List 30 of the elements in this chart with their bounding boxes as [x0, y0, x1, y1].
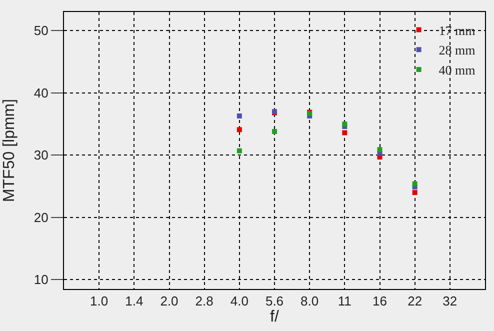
- y-tick-label: 30: [34, 148, 48, 163]
- point: [342, 130, 348, 136]
- point: [342, 122, 348, 127]
- legend-label: 17 mm: [438, 22, 476, 38]
- x-tick-label: 32: [442, 294, 458, 309]
- x-tick-label: 11: [338, 294, 352, 309]
- x-tick-label: 2.0: [160, 294, 178, 309]
- x-tick-label: 1.0: [90, 294, 108, 309]
- legend-label: 28 mm: [438, 42, 476, 58]
- x-tick-label: 16: [372, 294, 387, 309]
- x-tick-label: 5.6: [265, 294, 284, 309]
- x-tick-label: 8.0: [300, 294, 319, 309]
- point: [412, 190, 418, 196]
- y-tick-label: 40: [34, 85, 48, 100]
- x-axis-title: f/: [270, 308, 280, 326]
- point: [236, 113, 242, 118]
- point: [412, 181, 418, 186]
- point: [236, 148, 242, 154]
- point: [377, 147, 382, 152]
- x-tick-label: 2.8: [195, 294, 214, 309]
- x-tick-label: 22: [408, 294, 422, 309]
- point: [236, 127, 242, 132]
- y-axis-title: MTF50 [lpmm]: [0, 98, 18, 202]
- x-tick-label: 4.0: [230, 294, 248, 309]
- legend-label: 40 mm: [438, 62, 476, 78]
- y-tick-label: 10: [34, 272, 48, 288]
- y-tick-label: 50: [34, 23, 48, 38]
- y-tick-label: 20: [34, 210, 48, 225]
- x-tick-label: 1.4: [125, 294, 144, 309]
- point: [272, 129, 277, 134]
